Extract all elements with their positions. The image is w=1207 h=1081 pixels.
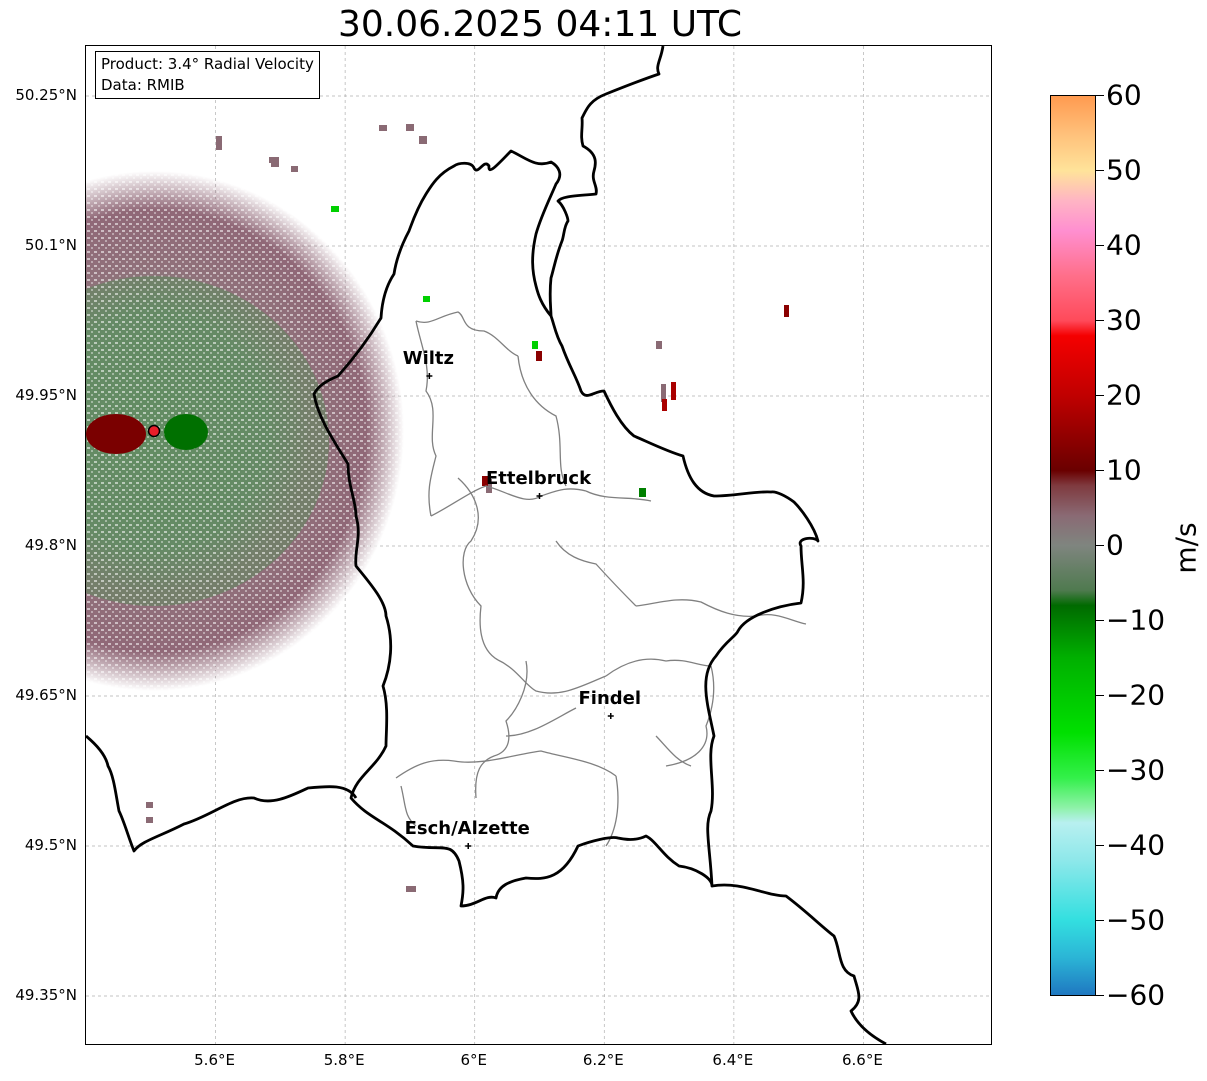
colorbar-tick xyxy=(1096,620,1104,621)
lat-tick-label: 49.65°N xyxy=(15,686,77,704)
radar-echo-approaching-east xyxy=(164,414,208,450)
city-label: Esch/Alzette xyxy=(404,818,530,839)
colorbar-tick xyxy=(1096,170,1104,171)
radar-echo-texture xyxy=(86,171,404,691)
colorbar-tick-label: −30 xyxy=(1106,753,1166,787)
colorbar-tick-label: 10 xyxy=(1106,453,1142,487)
border-belgium-france xyxy=(86,734,358,853)
velocity-colorbar xyxy=(1050,95,1096,996)
border-germany-west xyxy=(548,46,665,317)
radar-map[interactable] xyxy=(86,46,991,1044)
colorbar-tick xyxy=(1096,245,1104,246)
radar-echo-receding-west xyxy=(86,414,146,454)
lon-tick-label: 5.6°E xyxy=(194,1051,235,1069)
city-marker xyxy=(536,493,543,499)
lat-tick-label: 49.35°N xyxy=(15,986,77,1004)
product-info-box: Product: 3.4° Radial Velocity Data: RMIB xyxy=(95,51,320,99)
radar-site-marker[interactable] xyxy=(147,424,161,438)
lat-tick-label: 49.5°N xyxy=(24,836,77,854)
colorbar-tick-label: −10 xyxy=(1106,603,1166,637)
colorbar-tick xyxy=(1096,320,1104,321)
colorbar-tick-label: 20 xyxy=(1106,378,1142,412)
colorbar-tick-label: 60 xyxy=(1106,78,1142,112)
colorbar-tick-label: −60 xyxy=(1106,978,1166,1012)
lat-tick-label: 49.8°N xyxy=(24,536,77,554)
map-title: 30.06.2025 04:11 UTC xyxy=(337,4,743,45)
lat-tick-label: 50.1°N xyxy=(24,236,77,254)
lat-tick-label: 49.95°N xyxy=(15,386,77,404)
colorbar-tick xyxy=(1096,920,1104,921)
colorbar-tick-label: −20 xyxy=(1106,678,1166,712)
colorbar-tick xyxy=(1096,845,1104,846)
lat-tick-label: 50.25°N xyxy=(15,86,77,104)
data-source-label: Data: RMIB xyxy=(101,76,185,94)
lon-tick-label: 6.4°E xyxy=(712,1051,754,1069)
colorbar-tick-label: −40 xyxy=(1106,828,1166,862)
radar-echo-scatter xyxy=(146,124,666,892)
colorbar-tick-label: 0 xyxy=(1106,528,1124,562)
border-germany-east xyxy=(711,883,887,1044)
city-label: Wiltz xyxy=(402,348,454,369)
colorbar-tick-label: 30 xyxy=(1106,303,1142,337)
city-label: Ettelbruck xyxy=(485,468,592,489)
map-plot-area[interactable] xyxy=(85,45,992,1045)
colorbar-unit-label: m/s xyxy=(1169,522,1203,574)
country-borders xyxy=(86,46,887,1044)
lon-tick-label: 6.2°E xyxy=(582,1051,624,1069)
city-label: Findel xyxy=(578,688,642,709)
colorbar-tick xyxy=(1096,545,1104,546)
lon-tick-label: 6°E xyxy=(460,1051,487,1069)
colorbar-tick xyxy=(1096,395,1104,396)
radar-echo-layer xyxy=(86,124,789,892)
colorbar-tick xyxy=(1096,695,1104,696)
product-label: Product: 3.4° Radial Velocity xyxy=(101,55,314,73)
colorbar-tick-label: 50 xyxy=(1106,153,1142,187)
colorbar-tick xyxy=(1096,995,1104,996)
city-marker xyxy=(465,843,472,849)
colorbar-tick-label: −50 xyxy=(1106,903,1166,937)
colorbar-tick xyxy=(1096,770,1104,771)
lon-tick-label: 5.8°E xyxy=(323,1051,365,1069)
canton-borders xyxy=(395,311,807,847)
city-markers xyxy=(426,373,614,849)
colorbar-tick xyxy=(1096,95,1104,96)
radar-echo-outliers xyxy=(331,206,789,497)
city-marker xyxy=(426,373,433,379)
border-luxembourg xyxy=(312,149,820,908)
city-marker xyxy=(607,713,614,719)
colorbar-tick xyxy=(1096,470,1104,471)
colorbar-tick-label: 40 xyxy=(1106,228,1142,262)
lon-tick-label: 6.6°E xyxy=(842,1051,883,1069)
